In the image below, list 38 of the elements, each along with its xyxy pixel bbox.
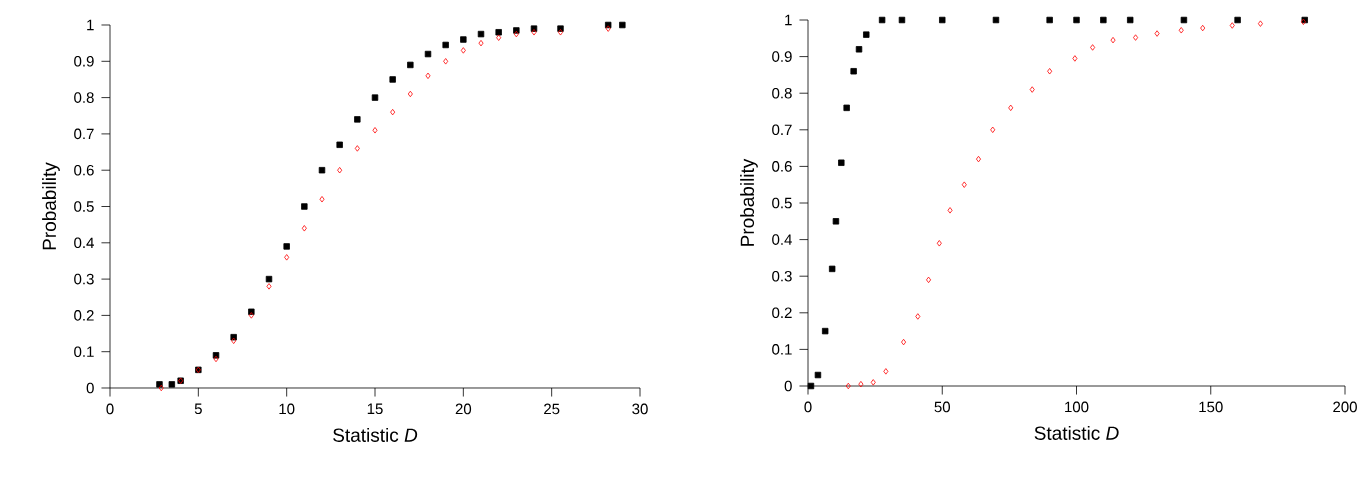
y-tick-label: 0 bbox=[784, 380, 792, 392]
y-tick-label: 1 bbox=[785, 14, 792, 26]
x-tick-label: 5 bbox=[194, 403, 202, 415]
x-tick-label: 10 bbox=[279, 403, 295, 415]
y-tick-label: 0.3 bbox=[74, 273, 94, 285]
y-tick-label: 0.8 bbox=[74, 92, 94, 103]
x-tick-label: 0 bbox=[106, 403, 114, 415]
x-tick-label: 150 bbox=[1199, 401, 1223, 413]
x-axis-title: Statistic D bbox=[1034, 425, 1119, 440]
x-axis-title: Statistic D bbox=[333, 427, 418, 442]
y-tick-label: 0.1 bbox=[772, 344, 792, 355]
x-tick-label: 30 bbox=[632, 403, 648, 415]
x-tick-label: 50 bbox=[934, 401, 950, 413]
y-tick-label: 0.6 bbox=[772, 161, 792, 172]
x-tick-label: 15 bbox=[367, 403, 383, 415]
x-tick-label: 200 bbox=[1333, 401, 1357, 413]
y-tick-label: 0.7 bbox=[74, 128, 94, 140]
y-tick-label: 0.6 bbox=[74, 164, 94, 176]
x-tick-label: 25 bbox=[544, 403, 560, 415]
y-tick-label: 0.4 bbox=[74, 237, 94, 249]
y-axis-title: Probability bbox=[740, 158, 758, 246]
x-tick-label: 0 bbox=[804, 401, 812, 413]
x-tick-label: 100 bbox=[1065, 401, 1089, 413]
y-axis-title: Probability bbox=[42, 162, 60, 250]
y-tick-label: 0.5 bbox=[74, 201, 94, 212]
y-tick-label: 0.7 bbox=[772, 124, 792, 136]
y-tick-label: 1 bbox=[87, 19, 94, 31]
y-tick-label: 0.5 bbox=[772, 197, 792, 209]
y-tick-label: 0.3 bbox=[772, 270, 792, 282]
y-tick-label: 0.8 bbox=[772, 87, 792, 99]
y-tick-label: 0.1 bbox=[74, 346, 94, 358]
y-tick-label: 0.2 bbox=[772, 307, 792, 319]
y-tick-label: 0 bbox=[86, 382, 94, 394]
y-tick-label: 0.2 bbox=[74, 310, 94, 321]
y-tick-label: 0.4 bbox=[772, 234, 792, 245]
x-tick-label: 20 bbox=[455, 403, 472, 415]
y-tick-label: 0.9 bbox=[772, 51, 792, 62]
y-tick-label: 0.9 bbox=[74, 55, 94, 67]
